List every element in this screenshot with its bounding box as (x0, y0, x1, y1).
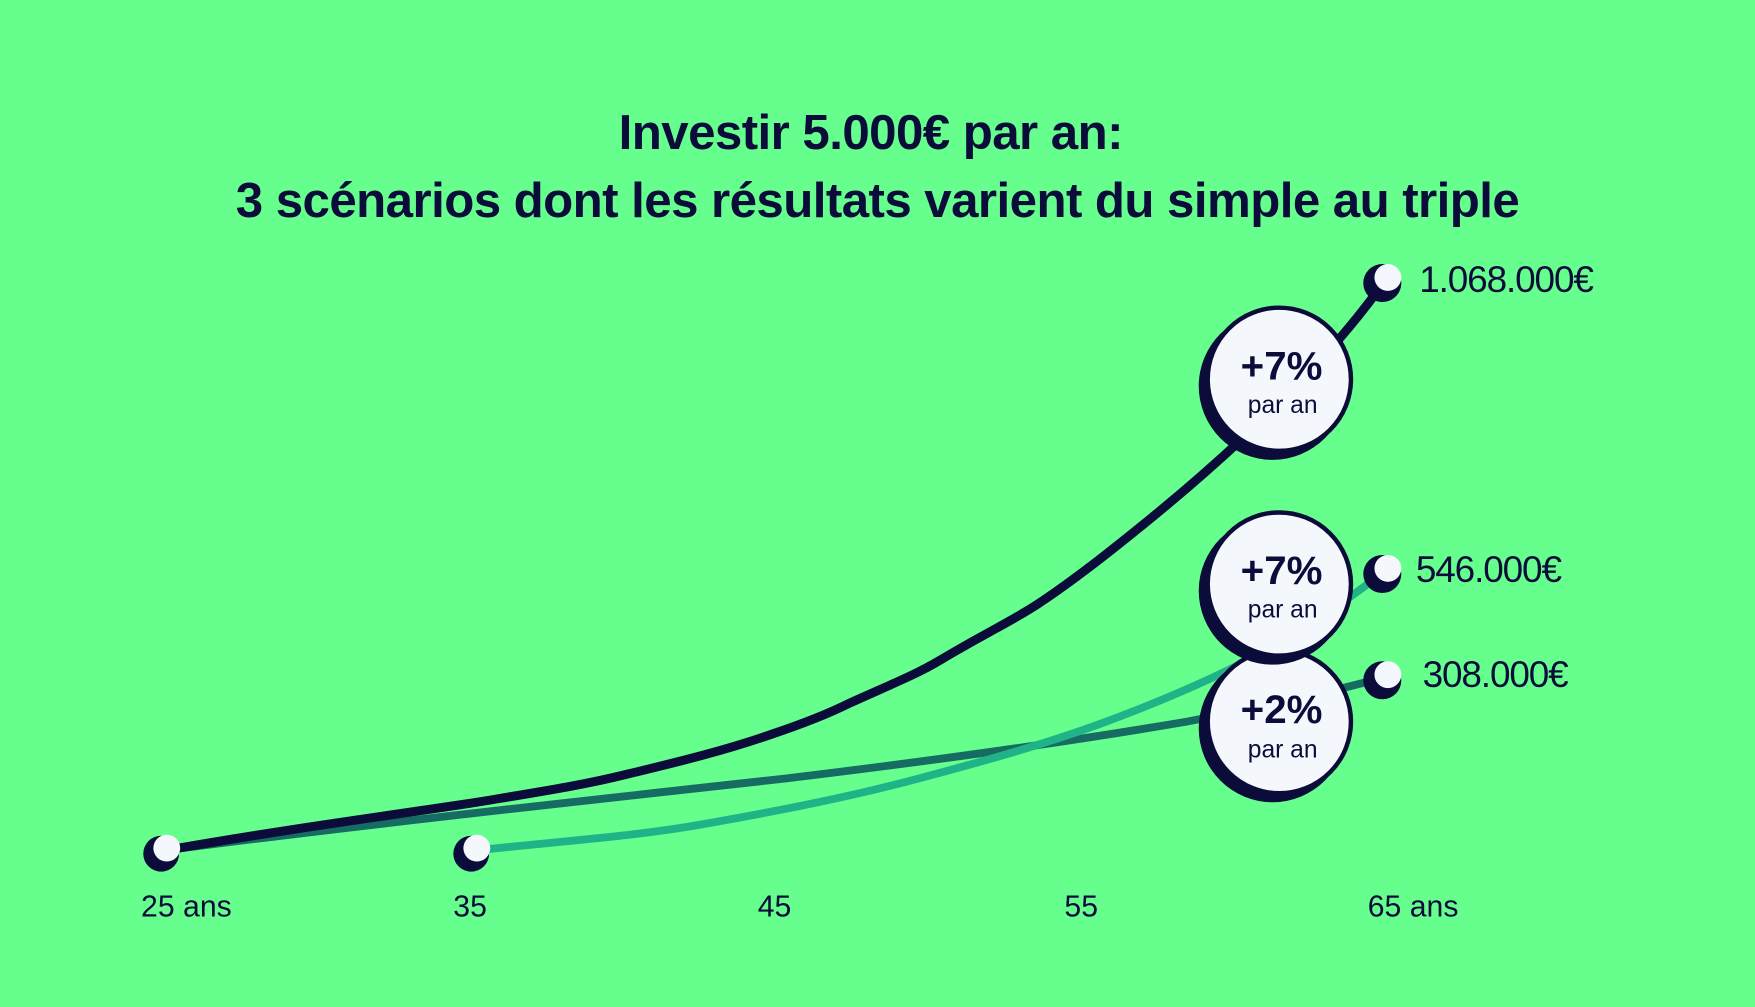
x-tick-65: 65 ans (1368, 890, 1459, 923)
chart-title-line-2: 3 scénarios dont les résultats varient d… (236, 173, 1519, 228)
end-node-7pct-from-25 (1363, 264, 1402, 303)
series-line-7pct-from-25 (161, 275, 1391, 855)
rate-bubble-7pct-from-35-value: +7% (1241, 548, 1323, 593)
x-tick-45: 45 (758, 890, 792, 923)
end-value-label-1068000: 1.068.000€ (1419, 259, 1593, 300)
start-node-25 (143, 834, 181, 872)
rate-bubble-7pct-from-35-unit: par an (1248, 597, 1318, 624)
rate-bubble-7pct-from-25-unit: par an (1248, 392, 1318, 419)
rate-bubble-2pct-unit: par an (1248, 736, 1318, 763)
end-node-7pct-from-35 (1363, 554, 1402, 594)
x-tick-35: 35 (453, 890, 487, 923)
start-node-35 (453, 834, 491, 872)
end-value-label-546000: 546.000€ (1416, 549, 1562, 590)
x-tick-55: 55 (1064, 890, 1098, 923)
x-tick-25: 25 ans (141, 890, 232, 923)
chart-title-line-1: Investir 5.000€ par an: (619, 105, 1123, 160)
rate-bubble-2pct-value: +2% (1241, 687, 1323, 732)
rate-bubble-7pct-from-35: +7% par an (1198, 510, 1354, 665)
rate-bubble-7pct-from-25: +7% par an (1198, 305, 1354, 460)
rate-bubble-7pct-from-25-value: +7% (1241, 343, 1323, 388)
end-value-label-308000: 308.000€ (1423, 654, 1569, 695)
end-node-2pct-from-25 (1363, 661, 1402, 700)
